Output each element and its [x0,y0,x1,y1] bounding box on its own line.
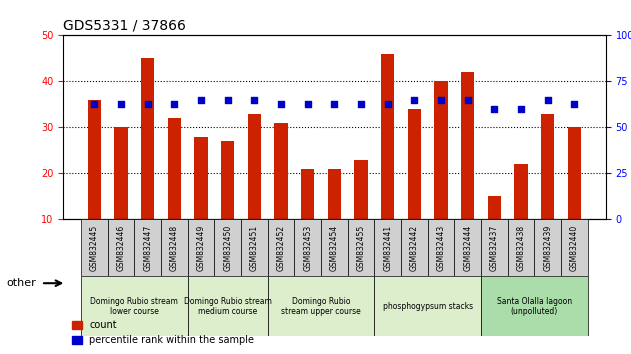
Bar [81,219,108,276]
Bar [374,219,401,276]
Bar [461,72,475,266]
Point [436,97,446,103]
Bar [508,219,534,276]
Point [116,101,126,106]
Bar [401,219,428,276]
Point [410,97,420,103]
FancyBboxPatch shape [268,276,374,336]
Bar [481,219,508,276]
Bar [355,160,368,266]
Bar [488,196,501,266]
Text: GSM832444: GSM832444 [463,225,472,272]
Text: GSM832438: GSM832438 [517,225,526,271]
Text: GSM832440: GSM832440 [570,225,579,272]
Text: GSM832441: GSM832441 [383,225,392,271]
Point [249,97,259,103]
Bar [534,219,561,276]
Bar [161,219,188,276]
FancyBboxPatch shape [374,276,481,336]
Text: GSM832447: GSM832447 [143,225,152,272]
Bar [188,219,215,276]
Bar [428,219,454,276]
Point [543,97,553,103]
Bar [381,54,394,266]
Bar [268,219,295,276]
Text: GSM832446: GSM832446 [117,225,126,272]
Text: GSM832455: GSM832455 [357,225,365,272]
Point [223,97,233,103]
Bar [541,114,555,266]
Text: phosphogypsum stacks: phosphogypsum stacks [382,302,473,311]
Point [303,101,313,106]
Text: Domingo Rubio stream
medium course: Domingo Rubio stream medium course [184,297,272,316]
Text: GSM832445: GSM832445 [90,225,99,272]
Bar [295,219,321,276]
Bar [168,118,181,266]
Text: GSM832448: GSM832448 [170,225,179,271]
Bar [88,100,101,266]
Text: GSM832443: GSM832443 [437,225,445,272]
Bar [221,141,235,266]
Point [169,101,179,106]
Bar [108,219,134,276]
Bar [327,169,341,266]
Point [90,101,100,106]
FancyBboxPatch shape [188,276,268,336]
Point [356,101,366,106]
Text: Santa Olalla lagoon
(unpolluted): Santa Olalla lagoon (unpolluted) [497,297,572,316]
Point [143,101,153,106]
Bar [514,164,528,266]
Bar [301,169,314,266]
Bar [434,81,448,266]
Point [383,101,393,106]
Text: GSM832452: GSM832452 [276,225,286,271]
Bar [215,219,241,276]
Point [569,101,579,106]
Bar [134,219,161,276]
Bar [194,137,208,266]
FancyBboxPatch shape [81,276,188,336]
Text: GSM832451: GSM832451 [250,225,259,271]
Bar [274,123,288,266]
Bar [321,219,348,276]
Point [516,106,526,112]
Bar [141,58,155,266]
Bar [408,109,421,266]
Text: Domingo Rubio
stream upper course: Domingo Rubio stream upper course [281,297,361,316]
Point [490,106,500,112]
FancyBboxPatch shape [481,276,587,336]
Bar [454,219,481,276]
Bar [568,127,581,266]
Legend: count, percentile rank within the sample: count, percentile rank within the sample [68,316,258,349]
Bar [114,127,127,266]
Point [463,97,473,103]
Text: GSM832454: GSM832454 [330,225,339,272]
Text: GSM832439: GSM832439 [543,225,552,272]
Text: other: other [6,278,36,288]
Text: Domingo Rubio stream
lower course: Domingo Rubio stream lower course [90,297,179,316]
Bar [241,219,268,276]
Bar [348,219,374,276]
Text: GSM832450: GSM832450 [223,225,232,272]
Text: GSM832437: GSM832437 [490,225,499,272]
Text: GSM832449: GSM832449 [197,225,206,272]
Bar [561,219,587,276]
Text: GSM832442: GSM832442 [410,225,419,271]
Point [196,97,206,103]
Point [276,101,286,106]
Bar [248,114,261,266]
Text: GSM832453: GSM832453 [304,225,312,272]
Text: GDS5331 / 37866: GDS5331 / 37866 [63,19,186,33]
Point [329,101,339,106]
